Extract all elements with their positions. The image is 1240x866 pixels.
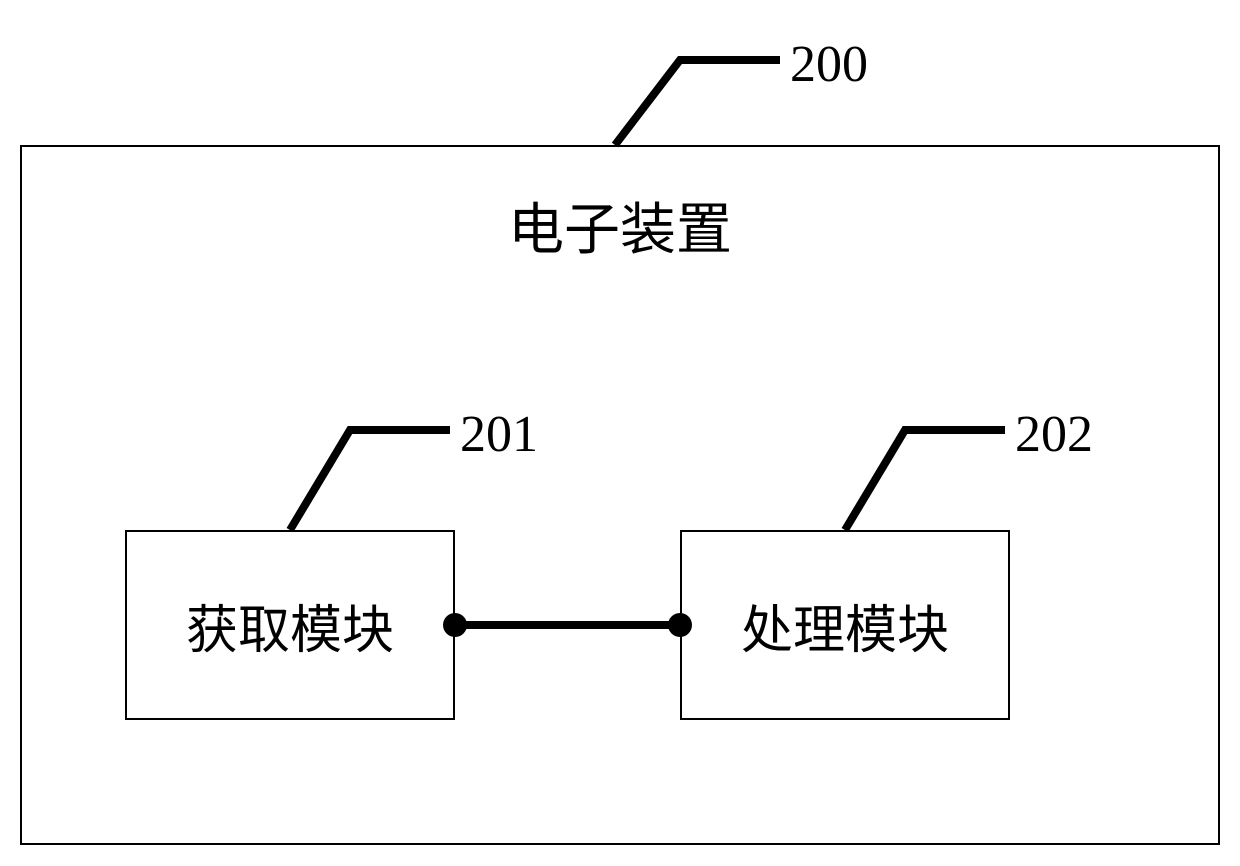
module-processing-label: 处理模块 (741, 588, 949, 663)
module-processing-box: 处理模块 (680, 530, 1010, 720)
label-202: 202 (1015, 405, 1093, 464)
callout-line-200 (615, 60, 780, 145)
label-201: 201 (460, 405, 538, 464)
block-diagram: 电子装置 获取模块 处理模块 200 201 202 (0, 0, 1240, 866)
module-acquisition-label: 获取模块 (186, 588, 394, 663)
outer-title: 电子装置 (20, 185, 1220, 266)
module-acquisition-box: 获取模块 (125, 530, 455, 720)
label-200: 200 (790, 35, 868, 94)
